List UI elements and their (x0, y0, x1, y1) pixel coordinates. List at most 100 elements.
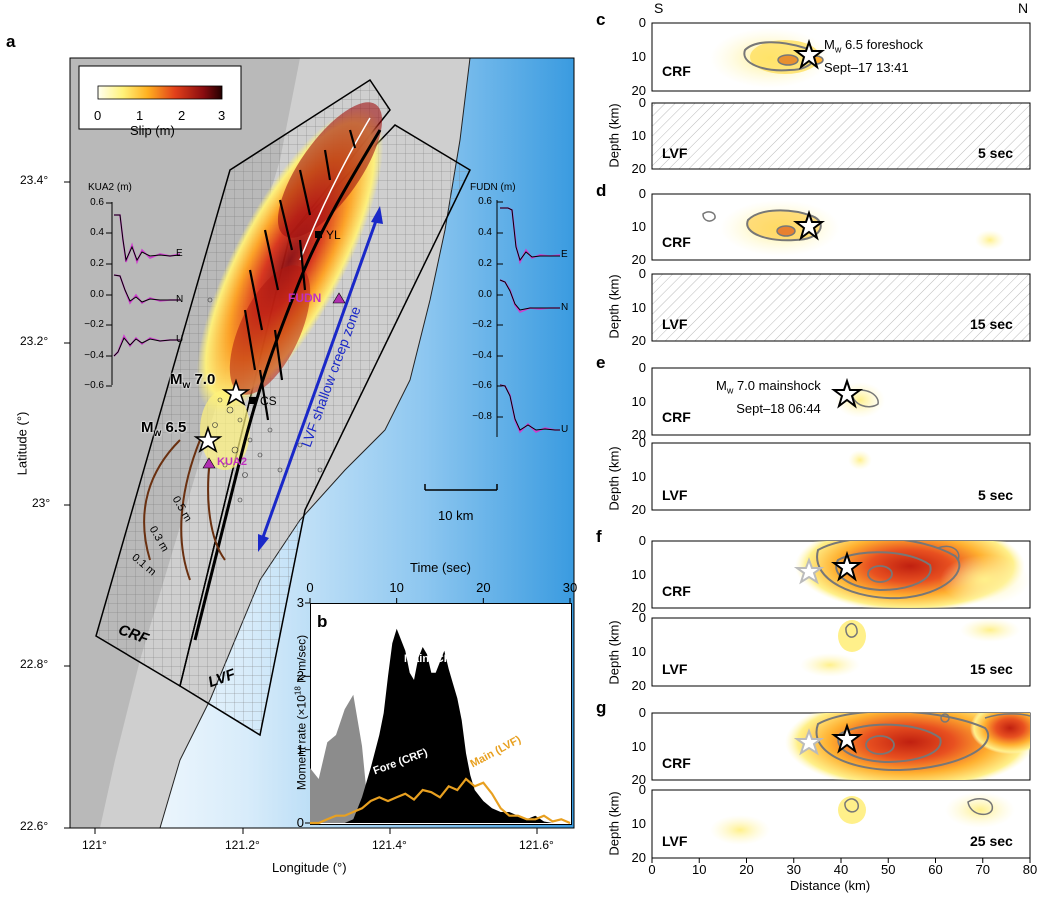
distance-tick-label: 20 (739, 862, 754, 877)
kua2-tick: 0.6 (90, 197, 104, 208)
panel-letter-g: g (596, 698, 607, 717)
kua2-tick: −0.2 (84, 319, 104, 330)
depth-tick-label: 20 (631, 161, 646, 176)
section-lvf-label: LVF (662, 487, 688, 503)
foreshock-annotation: Mw 6.5 foreshock Sept–17 13:41 (824, 36, 923, 76)
fudn-tick: 0.4 (478, 227, 492, 238)
depth-tick-label: 0 (638, 435, 646, 450)
colorbar-label: Slip (m) (130, 123, 175, 138)
mw-value: 6.5 (165, 419, 187, 436)
compass-north: N (1018, 0, 1029, 16)
panel-letter-a: a (6, 32, 16, 51)
x-tick-label: 10 (389, 580, 404, 595)
fudn-tick: −0.8 (472, 411, 492, 422)
fudn-comp: E (561, 249, 568, 260)
moment-rate-y-label: Moment rate (×1018 N m/sec) (294, 598, 309, 828)
x-tick-label: 20 (476, 580, 491, 595)
lat-tick: 23.4° (20, 173, 49, 187)
kua2-title: KUA2 (m) (88, 182, 132, 193)
distance-tick-label: 80 (1022, 862, 1038, 877)
depth-tick-label: 0 (638, 360, 646, 375)
kua2-tick: 0.2 (90, 258, 104, 269)
colorbar-tick: 0 (94, 108, 102, 123)
section-lvf-label: LVF (662, 316, 688, 332)
ylabel-sup: 18 (293, 686, 303, 696)
depth-tick-label: 10 (631, 816, 646, 831)
x-axis-label: Longitude (°) (272, 860, 347, 875)
depth-tick-label: 10 (631, 128, 646, 143)
mw-m: M (170, 371, 183, 388)
lon-tick: 121.6° (519, 838, 554, 852)
mw-sub: w (153, 428, 162, 439)
depth-tick-label: 0 (638, 782, 646, 797)
depth-tick-label: 20 (631, 772, 646, 787)
fudn-tick: −0.4 (472, 350, 492, 361)
depth-tick-label: 0 (638, 95, 646, 110)
panel-letter-c: c (596, 10, 606, 29)
scale-bar-label: 10 km (438, 508, 474, 523)
mw70-label: Mw 7.0 (170, 371, 215, 391)
station-kua2-label: KUA2 (217, 456, 247, 468)
y-tick-label: 3 (296, 595, 304, 610)
distance-tick-label: 10 (692, 862, 707, 877)
lat-tick: 23.2° (20, 334, 49, 348)
depth-tick-label: 10 (631, 468, 646, 484)
distance-tick-label: 0 (648, 862, 656, 877)
panel-letter-d: d (596, 181, 607, 200)
section-time-g: 25 sec (970, 833, 1013, 849)
mainshock-annotation: Mw 7.0 mainshock Sept–18 06:44 (716, 377, 821, 417)
depth-tick-label: 20 (631, 252, 646, 267)
y-tick-label: 1 (296, 741, 304, 757)
distance-tick-label: 60 (928, 862, 943, 877)
distance-axis-label: Distance (km) (790, 878, 871, 893)
colorbar-tick: 2 (178, 108, 186, 123)
distance-tick-label: 70 (975, 862, 990, 877)
mw-m: M (824, 37, 835, 52)
panel-letter-b: b (317, 612, 328, 631)
panel-letter-f: f (596, 527, 602, 546)
depth-tick-label: 0 (638, 533, 646, 548)
kua2-comp: U (176, 334, 184, 345)
lat-tick: 23° (32, 496, 51, 510)
mw-sub: w (726, 385, 734, 396)
depth-tick-label: 10 (631, 299, 646, 315)
ylabel-main: Moment rate (×10 (294, 695, 309, 791)
depth-tick-label: 20 (631, 427, 646, 442)
y-tick-label: 0 (296, 815, 304, 830)
depth-tick-label: 20 (631, 850, 646, 865)
kua2-comp: N (176, 294, 184, 305)
depth-tick-label: 0 (638, 610, 646, 625)
station-fudn-label: FUDN (288, 291, 322, 305)
compass-south: S (654, 0, 664, 16)
fudn-tick: 0.2 (478, 258, 492, 269)
kua2-tick: −0.6 (84, 380, 104, 391)
foreshock-mw: Mw 6.5 foreshock (824, 36, 923, 59)
mw65-label: Mw 6.5 (141, 419, 186, 439)
distance-tick-label: 30 (786, 862, 801, 877)
colorbar-tick: 3 (218, 108, 226, 123)
moment-rate-chart (305, 598, 571, 825)
depth-tick-label: 10 (631, 49, 646, 64)
y-tick-label: 2 (296, 668, 304, 684)
mw-m: M (716, 378, 727, 393)
depth-tick-label: 20 (631, 600, 646, 615)
depth-tick-label: 20 (631, 333, 646, 348)
fudn-tick: 0.0 (478, 289, 492, 300)
section-time-e: 5 sec (978, 487, 1014, 503)
legend-main-crf: Main (CRF) (404, 653, 463, 665)
section-crf-label: CRF (662, 63, 691, 79)
depth-tick-label: 0 (638, 15, 646, 30)
y-axis-label: Latitude (°) (14, 411, 30, 476)
kua2-comp: E (176, 248, 183, 259)
station-yl-label: YL (326, 228, 341, 242)
section-lvf-label: LVF (662, 833, 688, 849)
mainshock-mw: Mw 7.0 mainshock (716, 377, 821, 400)
mw-sub: w (182, 380, 191, 391)
kua2-tick: −0.4 (84, 350, 104, 361)
kua2-tick: 0.0 (90, 289, 104, 300)
mw-value: 7.0 (194, 371, 216, 388)
foreshock-date: Sept–17 13:41 (824, 59, 909, 75)
mw-m: M (141, 419, 154, 436)
depth-tick-label: 20 (631, 83, 646, 98)
mainshock-text: 7.0 mainshock (733, 378, 821, 393)
